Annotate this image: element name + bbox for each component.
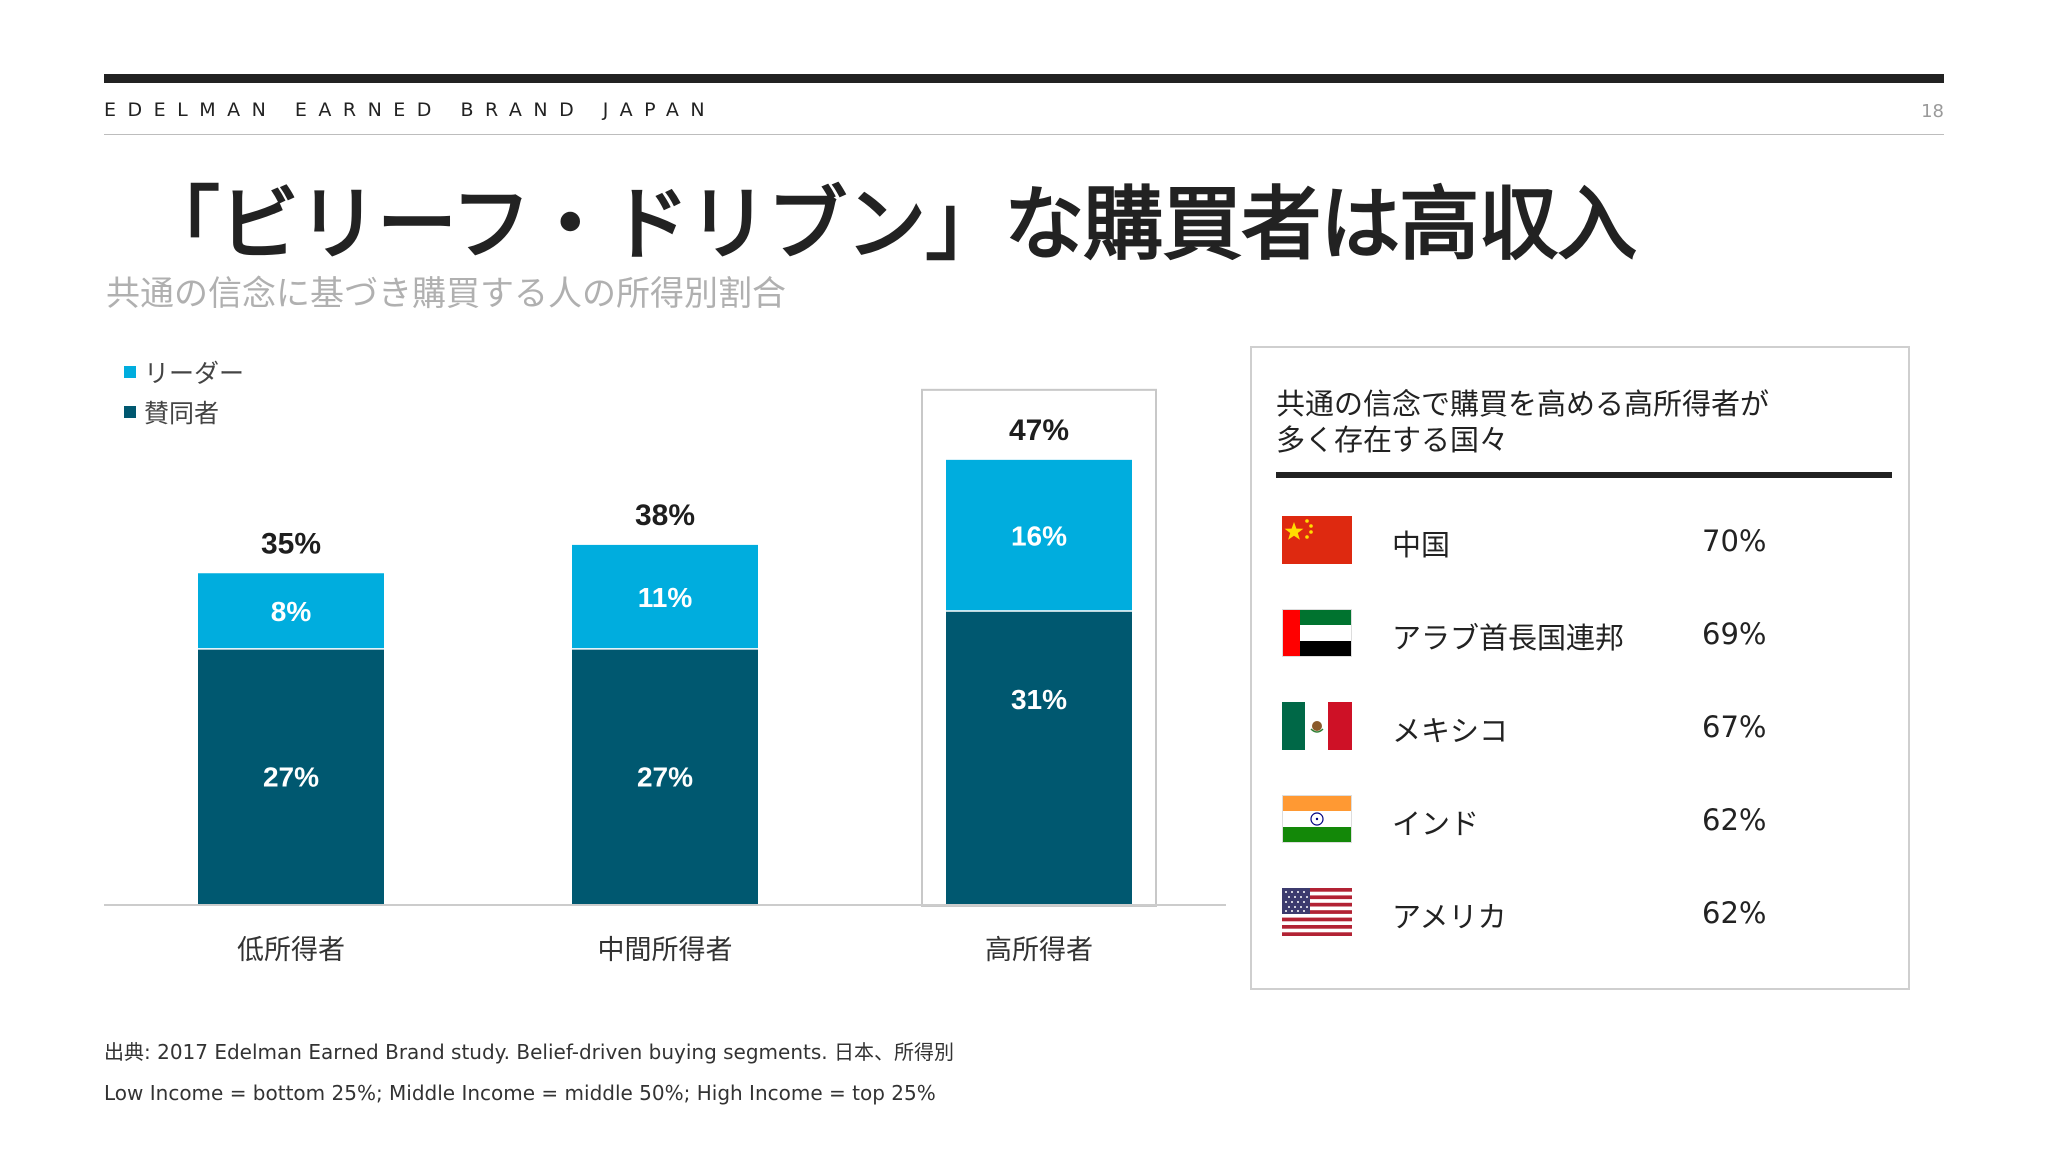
brand-label: EDELMAN EARNED BRAND JAPAN xyxy=(104,99,717,121)
country-row-india: インド 62% xyxy=(1282,795,1882,845)
india-flag-icon xyxy=(1282,795,1352,843)
legend-item-supporter: 賛同者 xyxy=(124,392,244,432)
header-divider xyxy=(104,134,1944,135)
panel-title-line1: 共通の信念で購買を高める高所得者が xyxy=(1276,387,1770,421)
bar-segment-leader xyxy=(946,459,1132,612)
country-row-mexico: メキシコ 67% xyxy=(1282,702,1882,752)
data-label-supporter: 27% xyxy=(637,761,693,792)
page-title: 「ビリーフ・ドリブン」な購買者は高収入 xyxy=(140,178,1637,271)
total-label: 38% xyxy=(635,499,695,532)
uae-flag-icon xyxy=(1282,609,1352,657)
legend-swatch-leader xyxy=(124,366,136,378)
country-name: インド xyxy=(1392,807,1480,841)
china-flag-icon xyxy=(1282,516,1352,564)
page-number: 18 xyxy=(1921,101,1944,122)
country-value: 69% xyxy=(1702,617,1767,651)
country-panel: 共通の信念で購買を高める高所得者が 多く存在する国々 中国 70% アラブ首長国… xyxy=(1250,346,1910,990)
data-label-leader: 16% xyxy=(1011,520,1067,551)
total-label: 47% xyxy=(1009,414,1069,447)
income-definition-note: Low Income = bottom 25%; Middle Income =… xyxy=(104,1081,936,1105)
data-label-supporter: 31% xyxy=(1011,684,1067,715)
bar-segment-leader xyxy=(572,544,758,649)
country-row-china: 中国 70% xyxy=(1282,516,1882,566)
page-subtitle: 共通の信念に基づき購買する人の所得別割合 xyxy=(106,274,786,314)
source-note: 出典: 2017 Edelman Earned Brand study. Bel… xyxy=(104,1040,954,1064)
country-name: 中国 xyxy=(1392,528,1451,562)
country-row-usa: アメリカ 62% xyxy=(1282,888,1882,938)
bar-segment-supporter xyxy=(946,611,1132,904)
total-label: 35% xyxy=(261,527,321,560)
panel-divider xyxy=(1276,472,1892,478)
data-label-leader: 11% xyxy=(638,582,693,613)
category-label: 高所得者 xyxy=(985,935,1093,966)
panel-title: 共通の信念で購買を高める高所得者が 多く存在する国々 xyxy=(1276,386,1769,458)
bar-segment-supporter xyxy=(198,648,384,904)
country-name: アメリカ xyxy=(1392,900,1507,934)
bar-segment-supporter xyxy=(572,648,758,904)
legend-label-leader: リーダー xyxy=(144,359,245,388)
country-row-uae: アラブ首長国連邦 69% xyxy=(1282,609,1882,659)
country-name: アラブ首長国連邦 xyxy=(1392,621,1625,655)
panel-title-line2: 多く存在する国々 xyxy=(1276,423,1509,457)
legend-item-leader: リーダー xyxy=(124,352,244,392)
country-value: 70% xyxy=(1702,524,1767,558)
country-value: 67% xyxy=(1702,710,1767,744)
category-label: 中間所得者 xyxy=(598,935,733,966)
legend-label-supporter: 賛同者 xyxy=(144,399,220,428)
top-bar xyxy=(104,74,1944,83)
country-value: 62% xyxy=(1702,803,1767,837)
bar-segment-leader xyxy=(198,573,384,649)
chart-legend: リーダー 賛同者 xyxy=(124,352,244,432)
stacked-bar-chart: 27% 8% 35% 低所得者 27% 11% 38% 中間所得者 31% 16% 47% 高所得者 xyxy=(104,388,1226,966)
data-label-leader: 8% xyxy=(271,596,312,627)
country-value: 62% xyxy=(1702,896,1767,930)
usa-flag-icon xyxy=(1282,888,1352,936)
data-label-supporter: 27% xyxy=(263,761,319,792)
mexico-flag-icon xyxy=(1282,702,1352,750)
legend-swatch-supporter xyxy=(124,406,136,418)
country-name: メキシコ xyxy=(1392,714,1509,748)
category-label: 低所得者 xyxy=(237,935,345,966)
